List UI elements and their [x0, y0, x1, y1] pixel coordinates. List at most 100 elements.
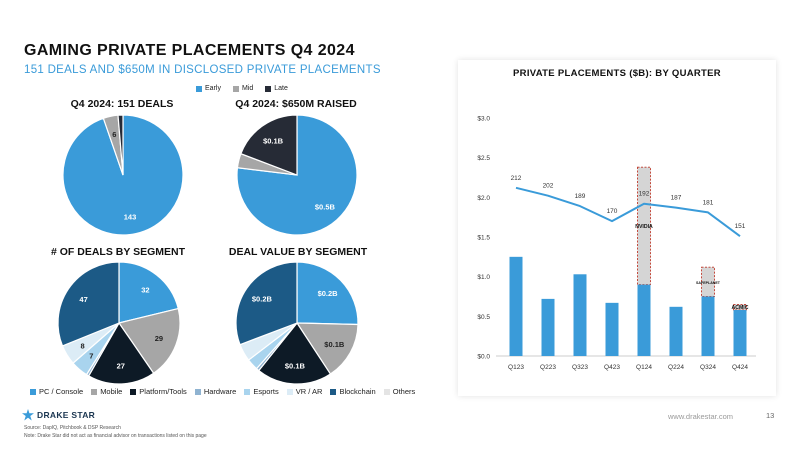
legend-swatch	[194, 388, 201, 395]
y-tick-label: $1.0	[477, 274, 490, 281]
star-icon	[22, 409, 34, 421]
pie-slice-early	[236, 114, 358, 236]
legend-segment-blockchain: Blockchain	[330, 387, 376, 396]
pie-label-early: $0.5B	[315, 202, 336, 211]
bar-q123	[509, 256, 523, 356]
pie-slice-pc-console	[118, 261, 179, 324]
pie-label-mobile: 29	[155, 334, 163, 343]
bar-q323	[573, 274, 587, 356]
x-tick-label: Q224	[668, 364, 684, 371]
legend-segment-hardware: Hardware	[194, 387, 237, 396]
pie-label-platform-tools: 27	[117, 362, 125, 371]
line-label-q124: 192	[639, 191, 650, 198]
pie-charts: 1436$0.5B$0.1B3229277847$0.2B$0.1B$0.1B$…	[57, 114, 359, 385]
legend-label: Others	[392, 387, 416, 396]
stage-legend: Early Mid Late	[196, 85, 288, 92]
highlight-logo-acmic: ACMIC	[731, 305, 748, 311]
legend-segment-mobile: Mobile	[91, 387, 122, 396]
legend-label: Early	[205, 85, 221, 92]
bar-q324	[701, 296, 715, 356]
y-tick-label: $2.5	[477, 155, 490, 162]
legend-segment-pc-console: PC / Console	[30, 387, 83, 396]
bar-highlight-q324	[701, 266, 715, 297]
legend-swatch	[244, 388, 251, 395]
line-label-q323: 189	[575, 193, 586, 200]
brand-name: DRAKE STAR	[37, 410, 96, 420]
legend-label: Late	[274, 85, 288, 92]
pie-label-blockchain: $0.2B	[252, 295, 273, 304]
legend-stage-early: Early	[196, 85, 221, 92]
line-label-q223: 202	[543, 183, 554, 190]
line-label-q123: 212	[511, 175, 522, 182]
quarterly-chart-title: PRIVATE PLACEMENTS ($B): BY QUARTER	[513, 68, 721, 79]
x-tick-label: Q124	[636, 364, 652, 371]
page-title: GAMING PRIVATE PLACEMENTS Q4 2024	[24, 42, 355, 59]
pie-slice-platform-tools	[87, 321, 155, 385]
pie-label-pc-console: $0.2B	[318, 289, 339, 298]
pie-slice-late	[117, 114, 124, 176]
pie-label-late: $0.1B	[263, 136, 284, 145]
pie-title-raised-stage: Q4 2024: $650M RAISED	[235, 98, 357, 110]
y-tick-label: $1.5	[477, 235, 490, 242]
legend-stage-mid: Mid	[232, 85, 253, 92]
bar-q224	[669, 306, 683, 356]
x-tick-label: Q423	[604, 364, 620, 371]
pie-label-pc-console: 32	[141, 285, 149, 294]
pie-value-segment: $0.2B $0.1B $0.1B $0.2B	[235, 261, 359, 385]
x-tick-label: Q424	[732, 364, 748, 371]
pie-deals-stage: 143 6	[62, 114, 184, 236]
bar-q124	[637, 284, 651, 356]
pie-slice-blockchain	[235, 261, 298, 346]
legend-swatch	[196, 85, 202, 92]
legend-label: Blockchain	[339, 387, 376, 396]
pie-slice-early	[62, 114, 184, 236]
pie-label-early: 143	[124, 212, 137, 221]
legend-swatch	[232, 85, 239, 92]
legend-swatch	[91, 388, 98, 395]
page-subtitle: 151 DEALS AND $650M IN DISCLOSED PRIVATE…	[24, 64, 381, 76]
legend-swatch	[30, 388, 36, 395]
line-label-q224: 187	[671, 195, 682, 202]
legend-label: PC / Console	[39, 387, 84, 396]
quarterly-chart: PRIVATE PLACEMENTS ($B): BY QUARTER $0.0 $…	[477, 68, 756, 371]
pie-label-mobile: $0.1B	[324, 340, 345, 349]
line-label-q424: 151	[735, 223, 746, 230]
legend-swatch	[265, 85, 272, 92]
y-tick-label: $3.0	[477, 116, 490, 123]
bar-q424	[733, 309, 747, 356]
x-tick-label: Q324	[700, 364, 716, 371]
pie-label-platform-tools: $0.1B	[285, 362, 306, 371]
pie-deals-segment: 32 29 27 78 47	[57, 261, 181, 385]
legend-label: VR / AR	[295, 387, 323, 396]
quarterly-chart-panel: PRIVATE PLACEMENTS ($B): BY QUARTER $0.0 $…	[458, 60, 776, 396]
pie-title-deals-segment: # OF DEALS BY SEGMENT	[51, 246, 185, 258]
legend-swatch	[383, 388, 390, 395]
legend-segment-esports: Esports	[244, 387, 279, 396]
source-line: Source: DapIQ, Pitchbook & DSP Research	[24, 425, 121, 431]
pie-slice-pc-console	[296, 261, 359, 326]
pie-raised-stage: $0.5B $0.1B	[236, 114, 358, 236]
pie-slice-mobile	[295, 322, 359, 375]
website-url: www.drakestar.com	[668, 412, 734, 421]
legend-label: Hardware	[203, 387, 237, 396]
x-tick-label: Q223	[540, 364, 556, 371]
brand-logo: DRAKE STAR	[22, 409, 95, 421]
pie-label-blockchain: 47	[79, 295, 87, 304]
legend-swatch	[286, 388, 293, 395]
y-tick-label: $2.0	[477, 195, 490, 202]
line-label-q423: 170	[607, 208, 618, 215]
legend-label: Mobile	[100, 387, 123, 396]
pie-label-vr-ar: 8	[81, 341, 85, 350]
legend-label: Platform/Tools	[139, 387, 187, 396]
highlight-logo-safeplanet: SAFEPLANET	[696, 281, 721, 285]
page-number: 13	[766, 411, 775, 420]
x-tick-label: Q323	[572, 364, 588, 371]
legend-segment-others: Others	[383, 387, 416, 396]
pie-title-value-segment: DEAL VALUE BY SEGMENT	[228, 246, 368, 258]
pie-slice-platform-tools	[257, 321, 332, 385]
pie-label-mid: 6	[112, 130, 116, 139]
legend-segment-platform-tools: Platform/Tools	[130, 387, 187, 396]
source-notes: Source: DapIQ, Pitchbook & DSP Research …	[24, 424, 207, 440]
bar-q423	[605, 302, 619, 356]
legend-segment-vr-ar: VR / AR	[286, 387, 323, 396]
